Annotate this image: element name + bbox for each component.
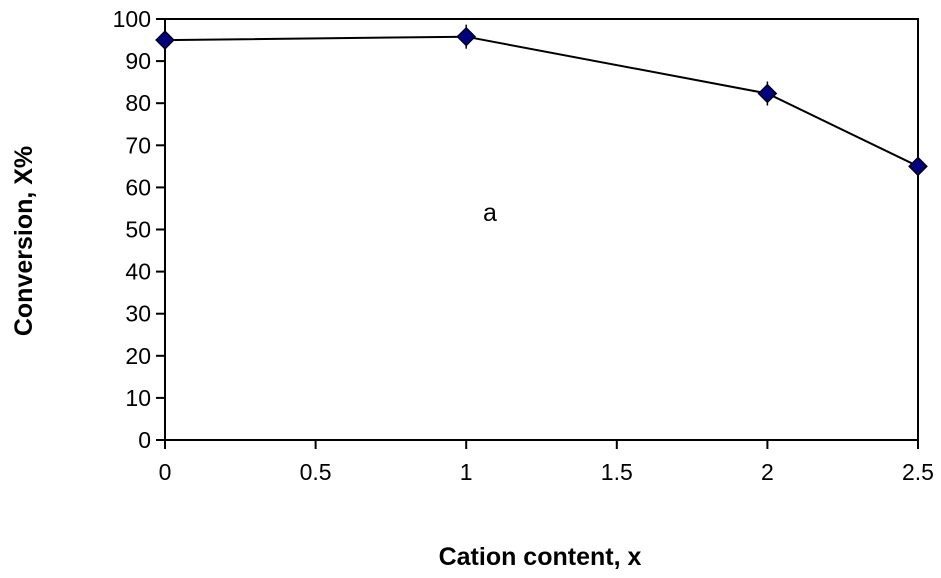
x-axis: 0 0.5 1 1.5 2 2.5 [159,440,934,485]
x-tick-label: 0 [159,459,172,485]
x-axis-title: Cation content, x [439,543,642,571]
data-point-marker [155,28,175,53]
y-tick-label: 100 [113,6,151,32]
y-tick-label: 70 [125,132,151,158]
x-tick-label: 2 [761,459,774,485]
data-point-marker [757,81,778,106]
plot-area [164,18,919,441]
x-tick-label: 1 [460,459,473,485]
data-point-marker [456,24,477,49]
y-tick-label: 90 [125,48,151,74]
y-tick-label: 10 [125,385,151,411]
series-line [164,35,919,168]
x-tick-label: 0.5 [300,459,332,485]
y-axis-title: Conversion, X% [10,146,38,336]
data-point-marker [908,154,928,179]
y-tick-label: 60 [125,174,151,200]
annotation-label: a [483,199,497,227]
y-tick-label: 40 [125,259,151,285]
x-tick-label: 2.5 [902,459,934,485]
y-tick-label: 80 [125,90,151,116]
y-tick-label: 50 [125,217,151,243]
x-tick-label: 1.5 [601,459,633,485]
y-axis: 0 10 20 30 40 50 60 70 80 90 100 [113,6,165,453]
y-tick-label: 30 [125,301,151,327]
y-tick-label: 20 [125,343,151,369]
data-markers [155,24,928,179]
y-tick-label: 0 [138,427,151,453]
series-lines [164,35,919,168]
